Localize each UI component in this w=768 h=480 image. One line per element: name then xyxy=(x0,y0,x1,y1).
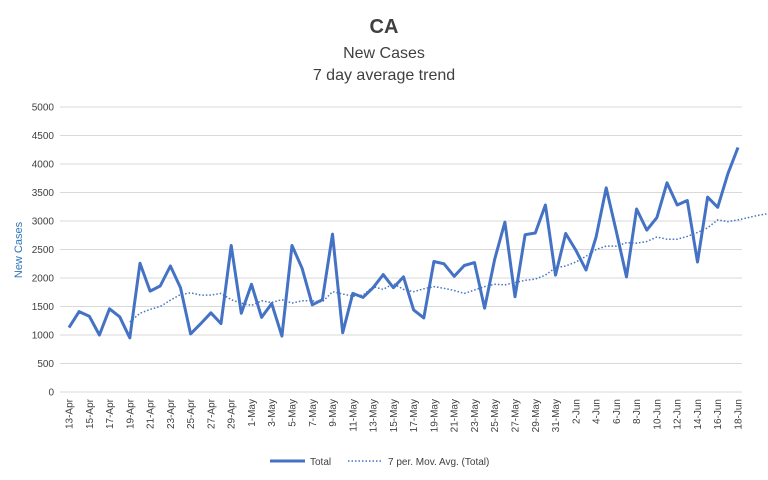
x-tick-label: 19-Apr xyxy=(125,398,136,429)
series-total-line xyxy=(67,146,740,340)
legend-total-label: Total xyxy=(310,457,331,468)
x-tick-label: 15-Apr xyxy=(85,398,96,429)
y-tick-label: 3000 xyxy=(32,217,55,228)
x-tick-label: 31-May xyxy=(551,399,562,432)
y-tick-label: 500 xyxy=(37,359,54,370)
y-tick-label: 1000 xyxy=(32,331,55,342)
x-tick-label: 17-May xyxy=(409,399,420,432)
x-tick-label: 21-Apr xyxy=(146,398,157,429)
x-tick-label: 13-May xyxy=(369,399,380,432)
x-tick-label: 16-Jun xyxy=(713,399,724,430)
chart-subtitle-1: New Cases xyxy=(343,45,425,62)
x-tick-label: 6-Jun xyxy=(612,399,623,424)
chart-subtitle-2: 7 day average trend xyxy=(313,67,455,84)
series-lines xyxy=(67,146,768,340)
x-tick-label: 19-May xyxy=(429,399,440,432)
x-tick-label: 5-May xyxy=(288,399,299,427)
y-tick-labels: 0 500 1000 1500 2000 2500 3000 3500 4000 4500 5000 xyxy=(32,103,55,399)
y-tick-label: 2500 xyxy=(32,245,55,256)
x-tick-label: 10-Jun xyxy=(652,399,663,430)
x-tick-label: 13-Apr xyxy=(65,398,76,429)
x-tick-label: 23-Apr xyxy=(166,398,177,429)
y-tick-label: 3500 xyxy=(32,188,55,199)
x-tick-label: 18-Jun xyxy=(734,399,745,430)
y-tick-label: 1500 xyxy=(32,302,55,313)
x-tick-label: 2-Jun xyxy=(571,399,582,424)
y-tick-label: 0 xyxy=(48,388,54,399)
x-tick-label: 12-Jun xyxy=(673,399,684,430)
x-tick-label: 14-Jun xyxy=(693,399,704,430)
y-axis-label: New Cases xyxy=(13,221,25,278)
x-tick-label: 21-May xyxy=(450,399,461,432)
y-tick-label: 2000 xyxy=(32,274,55,285)
x-tick-label: 1-May xyxy=(247,399,258,427)
series-moving-average-line xyxy=(129,212,768,323)
x-tick-label: 4-Jun xyxy=(592,399,603,424)
legend: Total 7 per. Mov. Avg. (Total) xyxy=(270,457,489,468)
x-tick-label: 25-Apr xyxy=(186,398,197,429)
legend-avg-label: 7 per. Mov. Avg. (Total) xyxy=(388,457,489,468)
x-tick-label: 29-May xyxy=(531,399,542,432)
gridlines xyxy=(60,106,742,393)
y-tick-label: 5000 xyxy=(32,103,55,114)
x-tick-labels: 13-Apr 15-Apr 17-Apr 19-Apr 21-Apr 23-Apr 25-A… xyxy=(65,398,745,432)
x-tick-label: 7-May xyxy=(308,399,319,427)
x-tick-label: 9-May xyxy=(328,399,339,427)
x-tick-label: 23-May xyxy=(470,399,481,432)
x-tick-label: 15-May xyxy=(389,399,400,432)
x-tick-label: 27-May xyxy=(511,399,522,432)
x-tick-label: 29-Apr xyxy=(227,398,238,429)
x-tick-label: 27-Apr xyxy=(206,398,217,429)
x-tick-label: 3-May xyxy=(267,399,278,427)
chart-title: CA xyxy=(370,16,399,38)
x-tick-label: 17-Apr xyxy=(105,398,116,429)
y-tick-label: 4000 xyxy=(32,160,55,171)
x-tick-label: 25-May xyxy=(490,399,501,432)
y-tick-label: 4500 xyxy=(32,131,55,142)
x-tick-label: 11-May xyxy=(348,399,359,432)
x-tick-label: 8-Jun xyxy=(632,399,643,424)
